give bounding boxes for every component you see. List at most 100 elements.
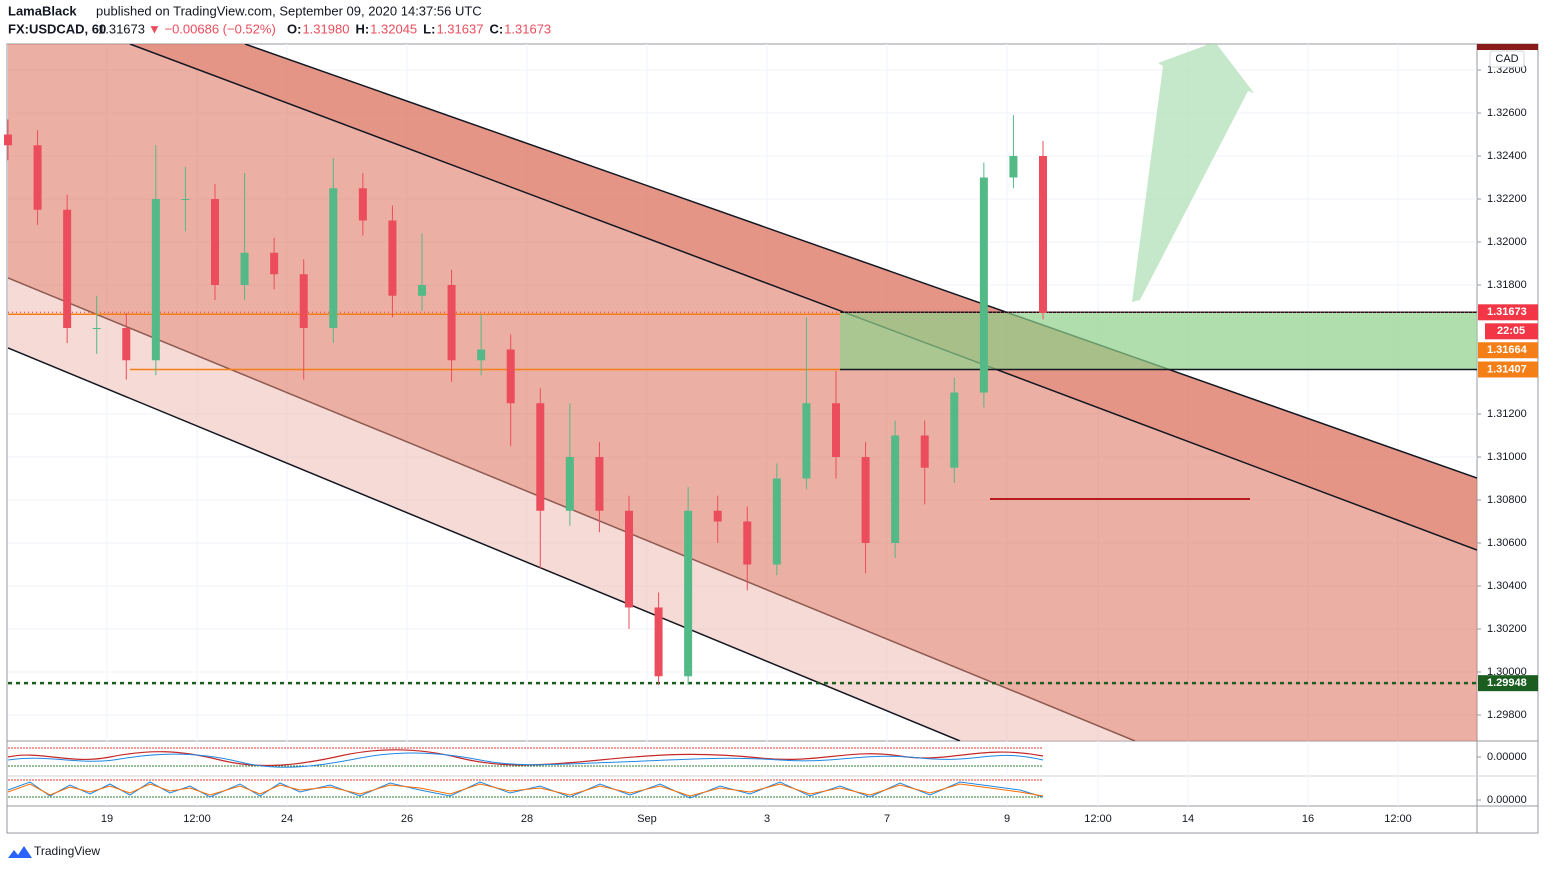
- price-axis: 1.29800 1.30000 1.30200 1.30400 1.30600 1.308…: [1477, 64, 1538, 806]
- price-label: 1.31664: [1487, 344, 1528, 356]
- x-tick-label: 12:00: [1084, 813, 1112, 825]
- ohlc-value: 1.31980: [302, 21, 349, 36]
- ohlc-value: 1.31637: [436, 21, 483, 36]
- y-tick-label: 1.30600: [1487, 537, 1527, 549]
- candle-body: [802, 403, 811, 479]
- last-price: 1.31673: [98, 21, 145, 36]
- candle-body: [625, 510, 633, 608]
- x-tick-label: 24: [281, 813, 293, 825]
- candle-body: [565, 456, 574, 511]
- y-tick-label: 1.30400: [1487, 580, 1527, 592]
- y-tick-label: 1.32200: [1487, 193, 1527, 205]
- price-label-bg: [1478, 304, 1538, 321]
- price-label: 1.31673: [1487, 306, 1527, 318]
- candle-body: [4, 134, 12, 146]
- candle-body: [832, 403, 840, 457]
- symbol: FX:USDCAD, 60: [8, 21, 106, 36]
- candle-body: [713, 510, 722, 522]
- x-tick-label: 26: [401, 813, 413, 825]
- y-tick-label: 1.31800: [1487, 279, 1527, 291]
- candle-body: [358, 188, 367, 221]
- indicator-line: [7, 749, 1044, 767]
- y-tick-label: 1.29800: [1487, 709, 1527, 721]
- ohlc-value: 1.31673: [504, 21, 551, 36]
- indicator: [7, 747, 1044, 799]
- channel-line: [129, 44, 1477, 551]
- candle-body: [1009, 156, 1018, 178]
- x-tick-label: 9: [1004, 813, 1010, 825]
- ohlc-key: O:: [287, 21, 301, 36]
- candle-body: [33, 145, 42, 210]
- candle-body: [506, 349, 515, 404]
- candle-body: [536, 403, 545, 511]
- ohlc-key: C:: [489, 21, 503, 36]
- candle-body: [1039, 156, 1047, 313]
- y-tick-label: 1.32000: [1487, 236, 1527, 248]
- channel-fill: [8, 44, 1477, 741]
- x-tick-label: Sep: [637, 813, 657, 825]
- y-tick-label: 1.32400: [1487, 150, 1527, 162]
- candle-body: [122, 328, 131, 361]
- candle-body: [92, 328, 101, 330]
- channel-line: [244, 44, 1477, 479]
- currency-bar: [1477, 44, 1538, 50]
- ohlc-legend: O: 1.31980 H: 1.32045 L: 1.31637 C: 1.31673: [287, 21, 551, 36]
- candle-body: [920, 435, 929, 468]
- countdown: 22:05: [1497, 325, 1525, 337]
- channel-line: [8, 347, 961, 741]
- frame: [6, 43, 1539, 834]
- candle-body: [447, 285, 456, 361]
- candle-body: [299, 274, 308, 329]
- candle-body: [743, 521, 752, 565]
- candle-body: [181, 199, 190, 201]
- candle-body: [772, 478, 781, 565]
- candle-body: [950, 392, 959, 468]
- candle-body: [595, 456, 604, 511]
- ohlc-key: H:: [355, 21, 369, 36]
- author: LamaBlack: [8, 3, 77, 18]
- candle-body: [329, 188, 338, 329]
- candle-body: [270, 252, 279, 275]
- currency: CAD: [1495, 53, 1518, 65]
- y-tick-label: 1.30000: [1487, 666, 1527, 678]
- brand-logo: [8, 846, 32, 858]
- x-tick-label: 3: [764, 813, 770, 825]
- candle-body: [388, 220, 397, 296]
- indicator-label: 0.00000: [1487, 794, 1527, 806]
- candles: [4, 115, 1047, 685]
- x-tick-label: 19: [101, 813, 113, 825]
- brand: TradingView: [34, 844, 100, 858]
- candle-body: [654, 607, 663, 677]
- price-label-bg: [1478, 361, 1538, 378]
- indicator-line: [7, 781, 1044, 799]
- y-tick-label: 1.31000: [1487, 451, 1527, 463]
- channel: [8, 44, 1477, 741]
- x-tick-label: 16: [1302, 813, 1314, 825]
- x-tick-label: 7: [884, 813, 890, 825]
- indicator-label: 0.00000: [1487, 751, 1527, 763]
- y-tick-label: 1.30800: [1487, 494, 1527, 506]
- candle-body: [63, 209, 72, 329]
- candle-body: [979, 177, 988, 393]
- change: ▼ −0.00686 (−0.52%): [148, 21, 276, 36]
- candle-body: [477, 349, 486, 361]
- candle-body: [151, 199, 160, 361]
- indicator-line: [7, 752, 1044, 768]
- y-tick-label: 1.32600: [1487, 107, 1527, 119]
- price-label-bg: [1478, 342, 1538, 359]
- price-label: 1.31407: [1487, 363, 1527, 375]
- x-tick-label: 14: [1182, 813, 1194, 825]
- y-tick-label: 1.31200: [1487, 408, 1527, 420]
- y-tick-label: 1.30200: [1487, 623, 1527, 635]
- ohlc-key: L:: [423, 21, 435, 36]
- candle-body: [211, 199, 219, 286]
- countdown-bg: [1485, 323, 1538, 340]
- x-tick-label: 12:00: [1384, 813, 1412, 825]
- arrow: [1132, 44, 1254, 302]
- candle-body: [861, 456, 870, 543]
- candle-body: [418, 285, 426, 296]
- time-axis: 19 12:00 24 26 28 Sep 3 7 9 12:00 14 16 12:00: [101, 813, 1412, 825]
- levels: [8, 311, 1477, 685]
- price-label-bg: [1478, 675, 1538, 692]
